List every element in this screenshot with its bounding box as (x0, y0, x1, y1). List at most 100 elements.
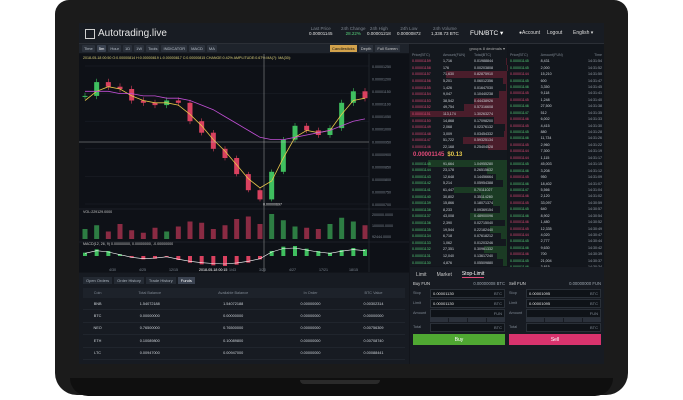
depth-button[interactable]: Depth (358, 45, 374, 52)
app-logo[interactable]: Autotrading.live (85, 28, 167, 39)
account-link[interactable]: ●Account (519, 30, 540, 36)
bid-row[interactable]: 0.00001136 2,390 0.02715040 (410, 219, 507, 227)
sell-total-input[interactable]: BTC (526, 322, 601, 332)
tab-funds[interactable]: Funds (177, 277, 195, 284)
buy-stop-input[interactable]: 0.00001130 BTC (430, 288, 505, 298)
volume-bar (245, 216, 251, 239)
depth-bar (496, 173, 507, 181)
tab-market[interactable]: Market (436, 271, 452, 278)
orderbook-price: 0.00001134 (412, 234, 431, 239)
bid-row[interactable]: 0.00001133 1,062 0.01203246 (410, 239, 507, 247)
toolbar-time[interactable]: Time (82, 45, 95, 52)
funds-col-header[interactable]: Total Balance (112, 288, 188, 298)
bid-row[interactable]: 0.00001137 43,008 0.48900096 (410, 213, 507, 220)
toolbar-ma[interactable]: MA (206, 45, 217, 52)
bid-row[interactable]: 0.00001143 12,648 0.14456664 (410, 173, 507, 181)
volume-bar (210, 229, 216, 239)
orderbook-total: 0.14456664 (474, 174, 493, 179)
buy-limit-input[interactable]: 0.00001130 BTC (430, 298, 505, 308)
toolbar-5m[interactable]: 5m (96, 45, 107, 52)
bid-row[interactable]: 0.00001144 23,178 0.26515632 (410, 166, 507, 174)
pct-25[interactable] (430, 318, 448, 322)
trade-amount: 3,350 (540, 84, 550, 89)
orderbook-amount: 5,201 (443, 79, 452, 84)
buy-button[interactable]: Buy (413, 334, 505, 345)
price-chart[interactable]: 2018-05-18 00:50 O:0.00000814 H:0.000008… (79, 54, 409, 272)
bid-row[interactable]: 0.00001138 8,233 0.09369154 (410, 206, 507, 214)
pct-100[interactable] (583, 318, 601, 322)
ask-row[interactable]: 0.00001146 22,168 0.25404528 (410, 143, 507, 151)
funds-col-header[interactable]: BTC Value (342, 288, 405, 298)
language-selector[interactable]: English ▾ (573, 30, 593, 36)
toolbar-tools[interactable]: Tools (146, 45, 160, 52)
orderbook-total: 0.70111027 (474, 187, 493, 192)
funds-col-header[interactable]: In Order (279, 288, 342, 298)
sell-limit-input[interactable]: 0.00001095 BTC (526, 298, 601, 308)
bid-row[interactable]: 0.00001139 15,866 0.18071374 (410, 199, 507, 207)
candle-body (234, 158, 240, 175)
balances-tabs: Open Orders Order History Trade History … (79, 273, 409, 288)
orderbook-price: 0.00001158 (412, 65, 431, 70)
toolbar-1d[interactable]: 1D (122, 45, 133, 52)
bid-row[interactable]: 0.00001131 12,040 0.13617240 (410, 252, 507, 260)
ask-row[interactable]: 0.00001148 3,009 0.03454332 (410, 130, 507, 138)
candlesticks-button[interactable]: Candlesticks (330, 45, 357, 52)
ask-row[interactable]: 0.00001158 176 0.00203808 (410, 64, 507, 72)
orderbook-amount: 22,168 (443, 145, 454, 150)
bid-row[interactable]: 0.00001132 27,351 0.30961332 (410, 246, 507, 253)
funds-col-header[interactable]: Coin (83, 288, 113, 298)
ask-row[interactable]: 0.00001149 2,068 0.02376132 (410, 123, 507, 131)
bid-row[interactable]: 0.00001130 4,876 0.05509880 (410, 259, 507, 266)
trade-amount: 2,777 (540, 239, 550, 244)
toolbar-macd[interactable]: MACD (189, 45, 205, 52)
bid-row[interactable]: 0.00001142 5,214 0.05954388 (410, 180, 507, 187)
ask-row[interactable]: 0.00001155 1,426 0.01647030 (410, 84, 507, 91)
toolbar-1w[interactable]: 1W (134, 45, 145, 52)
bid-row[interactable]: 0.00001135 19,544 0.22182440 (410, 226, 507, 233)
ask-row[interactable]: 0.00001154 9,047 0.10440238 (410, 90, 507, 98)
pct-75[interactable] (564, 318, 582, 322)
buy-percent-selector[interactable] (430, 318, 505, 322)
ask-row[interactable]: 0.00001150 14,868 0.17098200 (410, 117, 507, 124)
pct-50[interactable] (449, 318, 467, 322)
tab-open-orders[interactable]: Open Orders (83, 277, 113, 284)
sell-percent-selector[interactable] (526, 318, 601, 322)
ask-row[interactable]: 0.00001157 71,630 0.82875910 (410, 71, 507, 78)
buy-amount-input[interactable]: FUN (430, 308, 505, 318)
volume-bar (304, 227, 310, 239)
pct-25[interactable] (526, 318, 544, 322)
bid-row[interactable]: 0.00001140 30,802 0.35114280 (410, 193, 507, 200)
pct-50[interactable] (545, 318, 563, 322)
chart-toolbar: Time 5m Hour 1D 1W Tools INDICATOR MACD … (79, 44, 409, 53)
tab-stop-limit[interactable]: Stop-Limit (461, 271, 485, 278)
ask-row[interactable]: 0.00001151 113,174 1.30263274 (410, 110, 507, 118)
tab-limit[interactable]: Limit (416, 271, 427, 278)
funds-col-header[interactable]: Available Balance (187, 288, 280, 298)
ask-row[interactable]: 0.00001152 49,754 0.57316608 (410, 104, 507, 111)
bid-row[interactable]: 0.00001145 91,664 1.04955280 (410, 160, 507, 167)
ask-row[interactable]: 0.00001153 38,542 0.44438926 (410, 97, 507, 105)
pct-100[interactable] (487, 318, 505, 322)
sell-button[interactable]: Sell (509, 334, 601, 345)
fullscreen-button[interactable]: Full Screen (375, 45, 400, 52)
pair-selector[interactable]: FUN/BTC ▾ (470, 29, 503, 37)
buy-total-input[interactable]: BTC (430, 322, 505, 332)
candle-body (339, 102, 345, 129)
decimals-selector[interactable]: 8 decimals (482, 45, 502, 51)
logout-link[interactable]: Logout (547, 30, 562, 36)
orderbook-price: 0.00001137 (412, 214, 431, 219)
ask-row[interactable]: 0.00001147 51,722 0.59325134 (410, 137, 507, 144)
bid-row[interactable]: 0.00001134 6,718 0.07618212 (410, 232, 507, 240)
ask-row[interactable]: 0.00001156 5,201 0.06012356 (410, 77, 507, 85)
pct-75[interactable] (468, 318, 486, 322)
amount-label: Amount (413, 311, 427, 315)
chart-canvas[interactable]: 0.00000697 0.00001250 0.00001200 0.00001150… (79, 54, 409, 272)
sell-amount-input[interactable]: FUN (526, 308, 601, 318)
bid-row[interactable]: 0.00001141 61,447 0.70111027 (410, 186, 507, 194)
ask-row[interactable]: 0.00001159 1,716 0.01988844 (410, 58, 507, 65)
tab-trade-history[interactable]: Trade History (145, 277, 176, 284)
tab-order-history[interactable]: Order History (114, 277, 144, 284)
toolbar-indicator[interactable]: INDICATOR (161, 45, 188, 52)
toolbar-hour[interactable]: Hour (108, 45, 121, 52)
sell-stop-input[interactable]: 0.00001095 BTC (526, 288, 601, 298)
